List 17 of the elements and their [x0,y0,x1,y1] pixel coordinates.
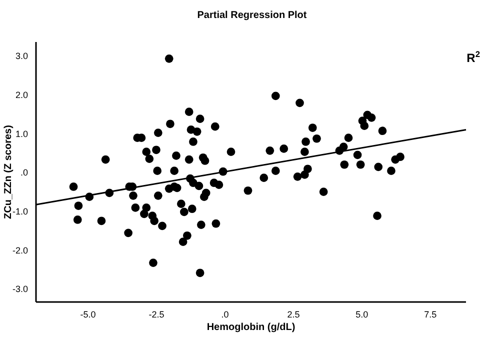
y-axis-title: ZCu_ZZn (Z scores) [3,125,14,219]
y-tick-label: 3.0 [15,51,28,62]
x-tick-label: -2.5 [148,309,164,320]
y-tick-label: 1.0 [15,128,28,139]
chart-title: Partial Regression Plot [197,10,308,21]
text: R$^{2}$ [466,49,480,65]
x-tick-label: .0 [221,309,229,320]
x-axis-title: Hemoglobin (g/dL) [206,322,296,333]
x-tick-label: 2.5 [287,309,300,320]
y-tick-label: -3.0 [12,284,28,294]
y-tick-label: .0 [20,168,28,178]
x-tick-label: 7.5 [424,309,437,320]
y-tick-label: -2.0 [12,245,28,256]
x-tick-label: 5.0 [356,309,368,320]
x-tick-label: -5.0 [80,309,96,320]
y-tick-label: 2.0 [15,90,28,100]
y-tick-label: -1.0 [12,206,28,216]
